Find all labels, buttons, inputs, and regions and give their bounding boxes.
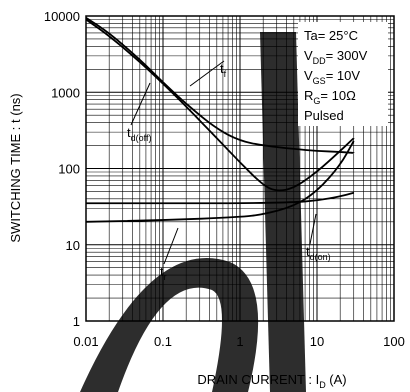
watermark — [80, 32, 306, 392]
x-axis-label: DRAIN CURRENT : ID (A) — [197, 372, 346, 390]
x-axis-label-main: DRAIN CURRENT : I — [197, 372, 319, 387]
series-label: tr — [160, 264, 167, 282]
y-tick-label: 10 — [66, 238, 80, 253]
tick-labels: 0.01 0.1 1 10 100 1 10 100 1000 10000 — [44, 9, 405, 349]
y-axis-label: SWITCHING TIME : t (ns) — [8, 93, 23, 242]
label-pointer — [130, 82, 151, 126]
watermark-arc — [80, 258, 259, 392]
series-line-t-d-on- — [86, 191, 355, 205]
x-axis-label-unit: (A) — [326, 372, 347, 387]
condition-line: VDD= 300V — [304, 48, 368, 66]
condition-line: Pulsed — [304, 108, 344, 123]
series-label: td(on) — [306, 244, 331, 262]
condition-line: Ta= 25°C — [304, 28, 358, 43]
plot-frame — [85, 15, 395, 322]
x-tick-label: 0.01 — [73, 334, 98, 349]
series-label: tf — [220, 61, 227, 79]
series-curves — [86, 16, 355, 223]
x-tick-label: 1 — [236, 334, 243, 349]
label-pointer — [163, 227, 179, 265]
series-line-t-d-off- — [86, 16, 355, 154]
x-tick-label: 0.1 — [154, 334, 172, 349]
y-tick-label: 1000 — [51, 85, 80, 100]
x-tick-label: 100 — [383, 334, 405, 349]
y-tick-label: 100 — [58, 162, 80, 177]
y-tick-label: 10000 — [44, 9, 80, 24]
condition-line: RG= 10Ω — [304, 88, 356, 106]
conditions-bg — [298, 22, 388, 126]
series-line-t-r — [86, 140, 355, 223]
watermark-stripe — [260, 32, 306, 392]
x-axis-label-sub: D — [319, 380, 326, 390]
series-line-t-f — [86, 18, 355, 192]
label-pointer — [189, 60, 225, 87]
condition-line: VGS= 10V — [304, 68, 360, 86]
label-pointer — [309, 213, 317, 245]
x-tick-label: 10 — [310, 334, 324, 349]
series-labels: td(off) tf tr td(on) — [127, 61, 331, 282]
y-tick-label: 1 — [73, 314, 80, 329]
label-pointers — [130, 60, 317, 265]
series-label: td(off) — [127, 125, 151, 143]
conditions-box: Ta= 25°C VDD= 300V VGS= 10V RG= 10Ω Pulsed — [298, 22, 388, 126]
